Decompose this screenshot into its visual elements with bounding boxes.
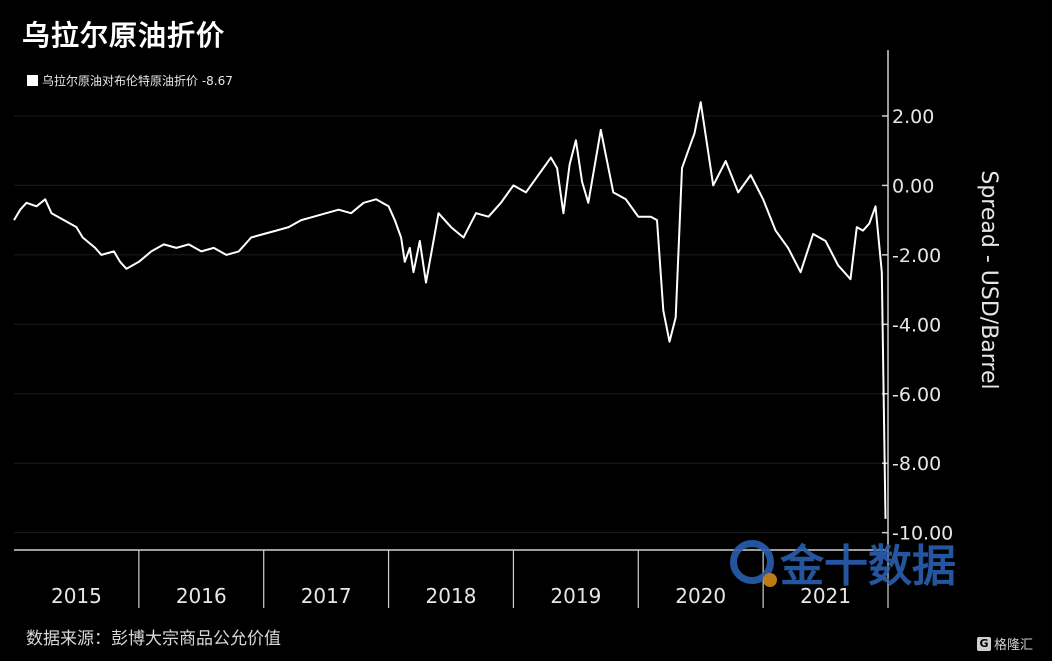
- watermark-logo-icon: [730, 540, 777, 587]
- corner-logo-icon: G: [977, 636, 991, 651]
- source-note: 数据来源：彭博大宗商品公允价值: [26, 629, 281, 649]
- y-tick-label-2: -2.00: [892, 245, 941, 267]
- year-label-2021: 2021: [800, 584, 851, 608]
- corner-mark: G 格隆汇: [977, 634, 1033, 653]
- y-tick-label-5: -8.00: [892, 453, 941, 475]
- year-label-2015: 2015: [51, 584, 102, 608]
- y-tick-label-1: 0.00: [892, 175, 934, 197]
- year-label-2016: 2016: [176, 584, 227, 608]
- legend: 乌拉尔原油对布伦特原油折价 -8.67: [27, 72, 233, 89]
- year-label-2020: 2020: [675, 584, 726, 608]
- y-tick-label-6: -10.00: [892, 523, 953, 545]
- corner-mark-text: 格隆汇: [994, 638, 1034, 653]
- year-label-2017: 2017: [301, 584, 352, 608]
- series-line-0: [13, 101, 887, 519]
- year-label-2019: 2019: [550, 584, 601, 608]
- watermark: 金十数据: [730, 530, 956, 594]
- y-tick-label-0: 2.00: [892, 106, 934, 128]
- year-label-2018: 2018: [426, 584, 477, 608]
- chart-title: 乌拉尔原油折价: [22, 19, 226, 52]
- y-tick-label-3: -4.00: [892, 314, 941, 336]
- y-tick-label-4: -6.00: [892, 384, 941, 406]
- watermark-text: 金十数据: [780, 541, 956, 592]
- legend-label: 乌拉尔原油对布伦特原油折价 -8.67: [42, 74, 233, 88]
- y-axis-title: Spread - USD/Barrel: [976, 170, 1001, 389]
- legend-swatch: [27, 75, 38, 86]
